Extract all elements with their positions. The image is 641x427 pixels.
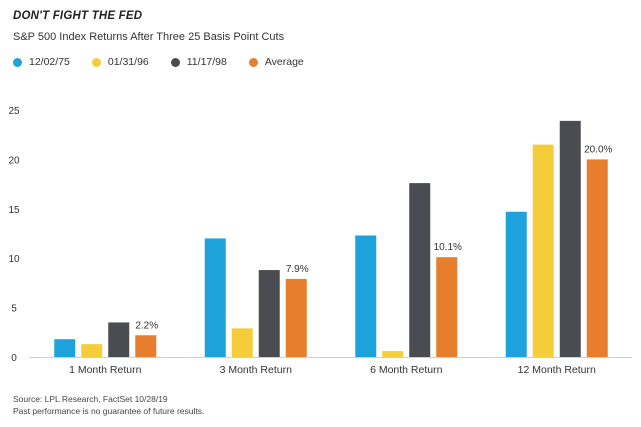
- bar: [135, 335, 157, 357]
- y-tick-label: 20: [8, 155, 20, 166]
- data-label: 20.0%: [584, 144, 612, 155]
- legend-swatch: [170, 57, 180, 67]
- bar: [54, 339, 76, 357]
- chart-title: DON'T FIGHT THE FED: [13, 10, 143, 22]
- source-note: Source: LPL Research, FactSet 10/28/19: [13, 394, 168, 404]
- legend-item: 12/02/75: [13, 56, 70, 68]
- x-tick-label: 1 Month Return: [69, 364, 142, 376]
- disclaimer: Past performance is no guarantee of futu…: [13, 406, 205, 416]
- bar: [231, 328, 253, 357]
- legend-item: 11/17/98: [170, 56, 227, 68]
- x-tick-label: 6 Month Return: [370, 364, 443, 376]
- legend-label: 01/31/96: [107, 56, 149, 68]
- data-label: 10.1%: [434, 242, 462, 253]
- bar: [204, 238, 226, 357]
- x-tick-label: 12 Month Return: [518, 364, 596, 376]
- bar: [382, 351, 404, 357]
- bar: [436, 257, 458, 357]
- footer: Source: LPL Research, FactSet 10/28/19 P…: [13, 393, 204, 417]
- bar: [258, 270, 280, 357]
- data-label: 2.2%: [135, 320, 158, 331]
- bar: [355, 235, 377, 357]
- legend-label: 11/17/98: [186, 56, 227, 68]
- legend-label: 12/02/75: [29, 56, 70, 68]
- legend-swatch: [91, 57, 101, 67]
- bar: [532, 144, 554, 357]
- bar: [409, 183, 431, 357]
- legend-item: Average: [248, 56, 304, 68]
- bar: [81, 344, 103, 357]
- bar: [559, 120, 581, 357]
- bar: [108, 322, 130, 357]
- bar: [285, 278, 307, 357]
- legend: 12/02/75 01/31/96 11/17/98 Average: [13, 56, 304, 68]
- y-tick-label: 10: [8, 254, 20, 265]
- y-tick-label: 25: [8, 106, 20, 117]
- y-tick-label: 5: [11, 304, 17, 315]
- bar-chart: 0 5 10 15 20 25 2.2% 1 Month Return 7.9% 3 Month …: [8, 106, 632, 376]
- data-label: 7.9%: [286, 264, 309, 275]
- bar: [505, 211, 527, 357]
- legend-swatch: [248, 57, 258, 67]
- legend-swatch: [13, 57, 22, 67]
- y-tick-label: 0: [11, 353, 17, 364]
- legend-item: 01/31/96: [91, 56, 149, 68]
- legend-label: Average: [264, 56, 304, 68]
- bar: [586, 159, 608, 357]
- y-tick-label: 15: [8, 205, 20, 216]
- x-tick-label: 3 Month Return: [220, 364, 293, 376]
- chart-subtitle: S&P 500 Index Returns After Three 25 Bas…: [13, 31, 285, 43]
